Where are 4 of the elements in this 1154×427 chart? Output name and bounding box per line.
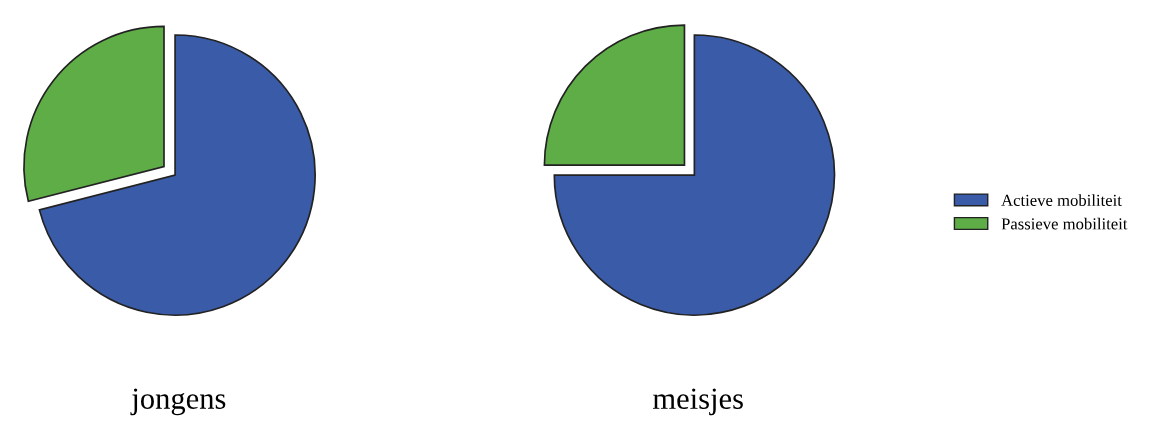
- text: meisjes: [652, 388, 743, 416]
- legend-label: Passieve mobiliteit: [1001, 217, 1128, 230]
- legend-label: Actieve mobiliteit: [1001, 194, 1122, 206]
- text: jongens: [130, 388, 226, 416]
